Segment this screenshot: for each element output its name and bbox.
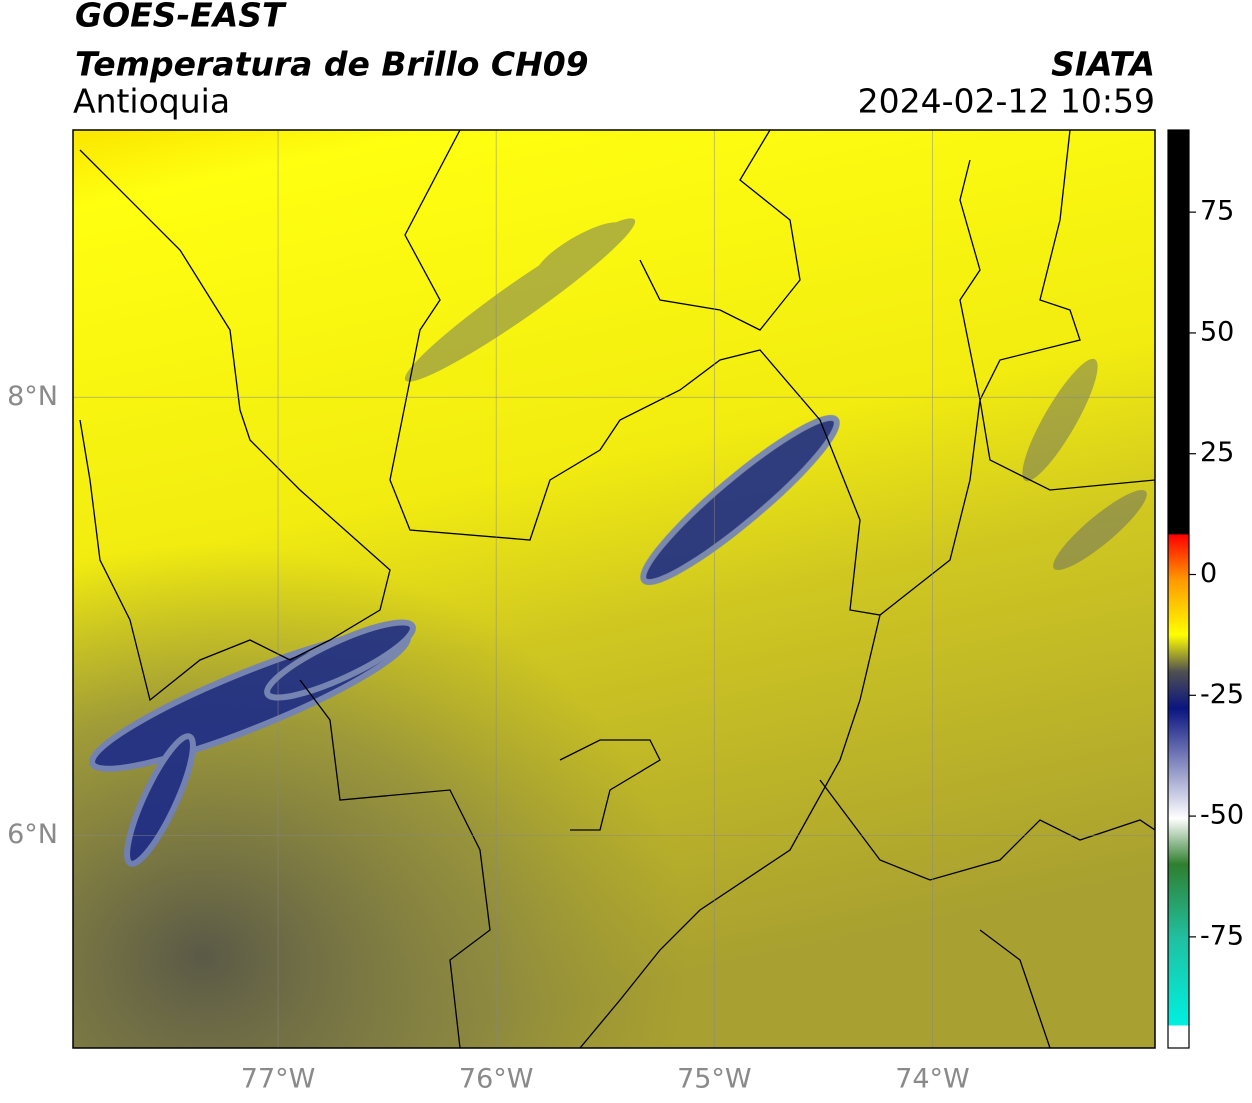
source: SIATA <box>1051 45 1155 84</box>
colorbar-tick-label: 75 <box>1200 196 1234 227</box>
map-frame <box>72 129 1156 1049</box>
subtitle: Temperatura de Brillo CH09 <box>75 45 589 84</box>
colorbar-tick-label: -50 <box>1200 800 1244 831</box>
grid <box>73 130 1155 1048</box>
x-tick-label: 75°W <box>677 1064 752 1095</box>
y-tick-label: 8°N <box>7 381 58 412</box>
colorbar-tick-label: 25 <box>1200 437 1234 468</box>
colorbar-tick-label: -75 <box>1200 920 1244 951</box>
x-tick-label: 76°W <box>459 1064 534 1095</box>
title: GOES-EAST <box>75 0 287 35</box>
colorbar-tick-label: -25 <box>1200 679 1244 710</box>
x-tick-label: 77°W <box>241 1064 316 1095</box>
colorbar-tick-label: 0 <box>1200 558 1217 589</box>
colorbar <box>1167 129 1190 1049</box>
region: Antioquia <box>73 82 230 121</box>
colorbar-tick-label: 50 <box>1200 316 1234 347</box>
x-tick-label: 74°W <box>895 1064 970 1095</box>
y-tick-label: 6°N <box>7 819 58 850</box>
timestamp: 2024-02-12 10:59 <box>858 82 1155 121</box>
map-image <box>73 130 1155 1048</box>
